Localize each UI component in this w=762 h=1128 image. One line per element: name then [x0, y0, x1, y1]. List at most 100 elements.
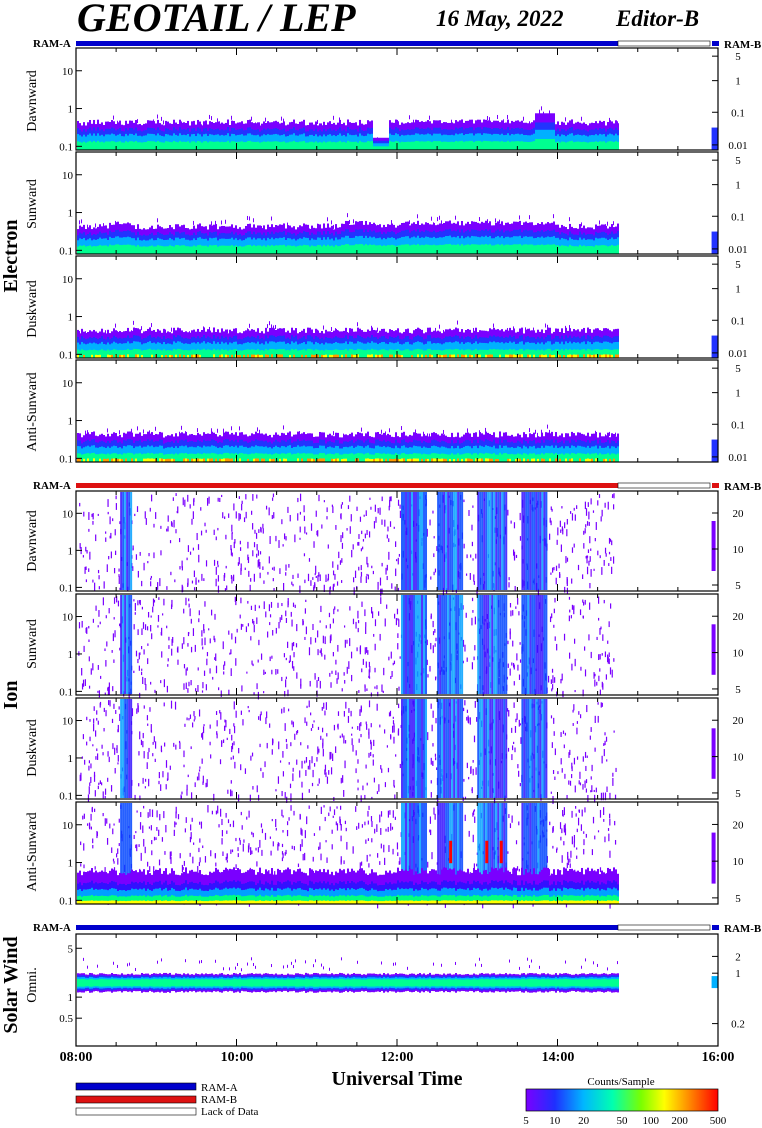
spectrogram-cell — [439, 324, 440, 329]
spectrogram-cell — [349, 141, 351, 150]
spectrogram-cell — [335, 328, 336, 333]
spectrogram-cell — [161, 354, 163, 358]
spectrogram-cell — [353, 454, 355, 462]
spectrogram-cell — [541, 429, 542, 434]
spectrogram-cell — [429, 245, 431, 254]
spectrogram-cell — [581, 142, 583, 150]
spectrogram-cell — [517, 244, 519, 254]
spectrogram-cell — [543, 111, 544, 116]
spectrogram-cell — [359, 453, 361, 462]
spectrogram-cell — [317, 329, 318, 334]
ram-bar-solar — [76, 925, 618, 930]
spectrogram-cell — [517, 141, 519, 150]
spectrogram-cell — [153, 246, 155, 254]
spectrogram-cell — [565, 117, 566, 122]
spectrogram-cell — [141, 246, 143, 254]
panel-label-ion-anti-sunward: Anti-Sunward — [25, 812, 40, 891]
spectrogram-cell — [351, 141, 353, 150]
spectrogram-cell — [441, 220, 442, 225]
spectrogram-cell — [199, 244, 201, 254]
spectrogram-cell — [251, 246, 253, 254]
spectrogram-cell — [491, 141, 493, 150]
spectrogram-cell — [131, 428, 132, 433]
spectrogram-cell — [321, 142, 323, 150]
spectrogram-cell — [377, 146, 379, 150]
spectrogram-cell — [537, 349, 539, 358]
ram-bar-solar-end — [712, 925, 719, 930]
spectrogram-cell — [123, 142, 125, 150]
spectrogram-cell — [97, 245, 99, 254]
spectrogram-cell — [609, 141, 611, 150]
spectrogram-cell — [437, 245, 439, 254]
spectrogram-cell — [283, 425, 284, 430]
spectrogram-cell — [205, 350, 207, 358]
spectrogram-cell — [197, 428, 198, 433]
spectrogram-cell — [233, 349, 235, 358]
spectrogram-cell — [535, 350, 537, 358]
spectrogram-cell — [383, 146, 385, 150]
spectrogram-cell — [295, 453, 297, 462]
spectrogram-cell — [139, 349, 141, 358]
spectrogram-cell — [207, 349, 209, 358]
spectrogram-cell — [91, 246, 93, 254]
spectrogram-cell — [497, 349, 499, 358]
spectrogram-cell — [389, 141, 391, 150]
spectrogram-cell — [279, 245, 281, 254]
spectrogram-cell — [145, 349, 147, 358]
spectrogram-cell — [391, 220, 392, 225]
spectrogram-cell — [109, 141, 111, 150]
spectrogram-cell — [501, 349, 503, 358]
spectrogram-cell — [605, 245, 607, 254]
ram-a-label-electron: RAM-A — [33, 38, 71, 50]
spectrogram-cell — [315, 141, 317, 150]
ram-b-label-electron: RAM-B — [724, 39, 762, 51]
spectrogram-cell — [131, 349, 133, 358]
spectrogram-cell — [493, 453, 495, 462]
spectrogram-cell — [135, 354, 137, 358]
spectrogram-cell — [205, 141, 207, 150]
spectrogram-cell — [307, 245, 309, 254]
spectrogram-cell — [131, 141, 133, 150]
spectrogram-cell — [559, 142, 561, 150]
spectrogram-cell — [593, 453, 595, 462]
spectrogram-cell — [265, 141, 267, 150]
spectrogram-cell — [431, 216, 432, 221]
spectrogram-cell — [305, 245, 307, 254]
spectrogram-cell — [339, 454, 341, 462]
spectrogram-cell — [575, 141, 577, 150]
spectrogram-cell — [379, 146, 381, 150]
spectrogram-cell — [487, 116, 488, 121]
spectrogram-cell — [131, 245, 133, 254]
spectrogram-cell — [259, 245, 261, 254]
spectrogram-cell — [473, 244, 475, 254]
spectrogram-cell — [493, 245, 495, 254]
spectrogram-cell — [499, 219, 500, 224]
spectrogram-cell — [225, 245, 227, 254]
spectrogram-cell — [323, 244, 325, 254]
spectrogram-cell — [79, 220, 80, 225]
spectrogram-cell — [531, 349, 533, 358]
spectrogram-cell — [295, 349, 297, 358]
spectrogram-cell — [403, 350, 405, 358]
spectrogram-cell — [355, 244, 357, 254]
spectrogram-cell — [189, 350, 191, 358]
spectrogram-cell — [529, 142, 531, 150]
spectrogram-cell — [363, 454, 365, 462]
spectrogram-cell — [455, 454, 457, 462]
spectrogram-cell — [291, 348, 293, 358]
spectrogram-cell — [133, 348, 135, 358]
spectrogram-cell — [187, 141, 189, 150]
spectrogram-cell — [157, 453, 159, 462]
spectrogram-cell — [591, 141, 593, 150]
spectrogram-cell — [331, 142, 333, 150]
spectrogram-cell — [185, 431, 186, 436]
spectrogram-cell — [227, 140, 229, 150]
spectrogram-cell — [91, 453, 93, 462]
spectrogram-cell — [157, 329, 158, 334]
spectrogram-cell — [303, 349, 305, 358]
spectrogram-cell — [229, 245, 231, 254]
spectrogram-cell — [153, 349, 155, 358]
spectrogram-cell — [329, 246, 331, 254]
spectrogram-cell — [375, 224, 376, 229]
spectrogram-cell — [85, 453, 87, 462]
